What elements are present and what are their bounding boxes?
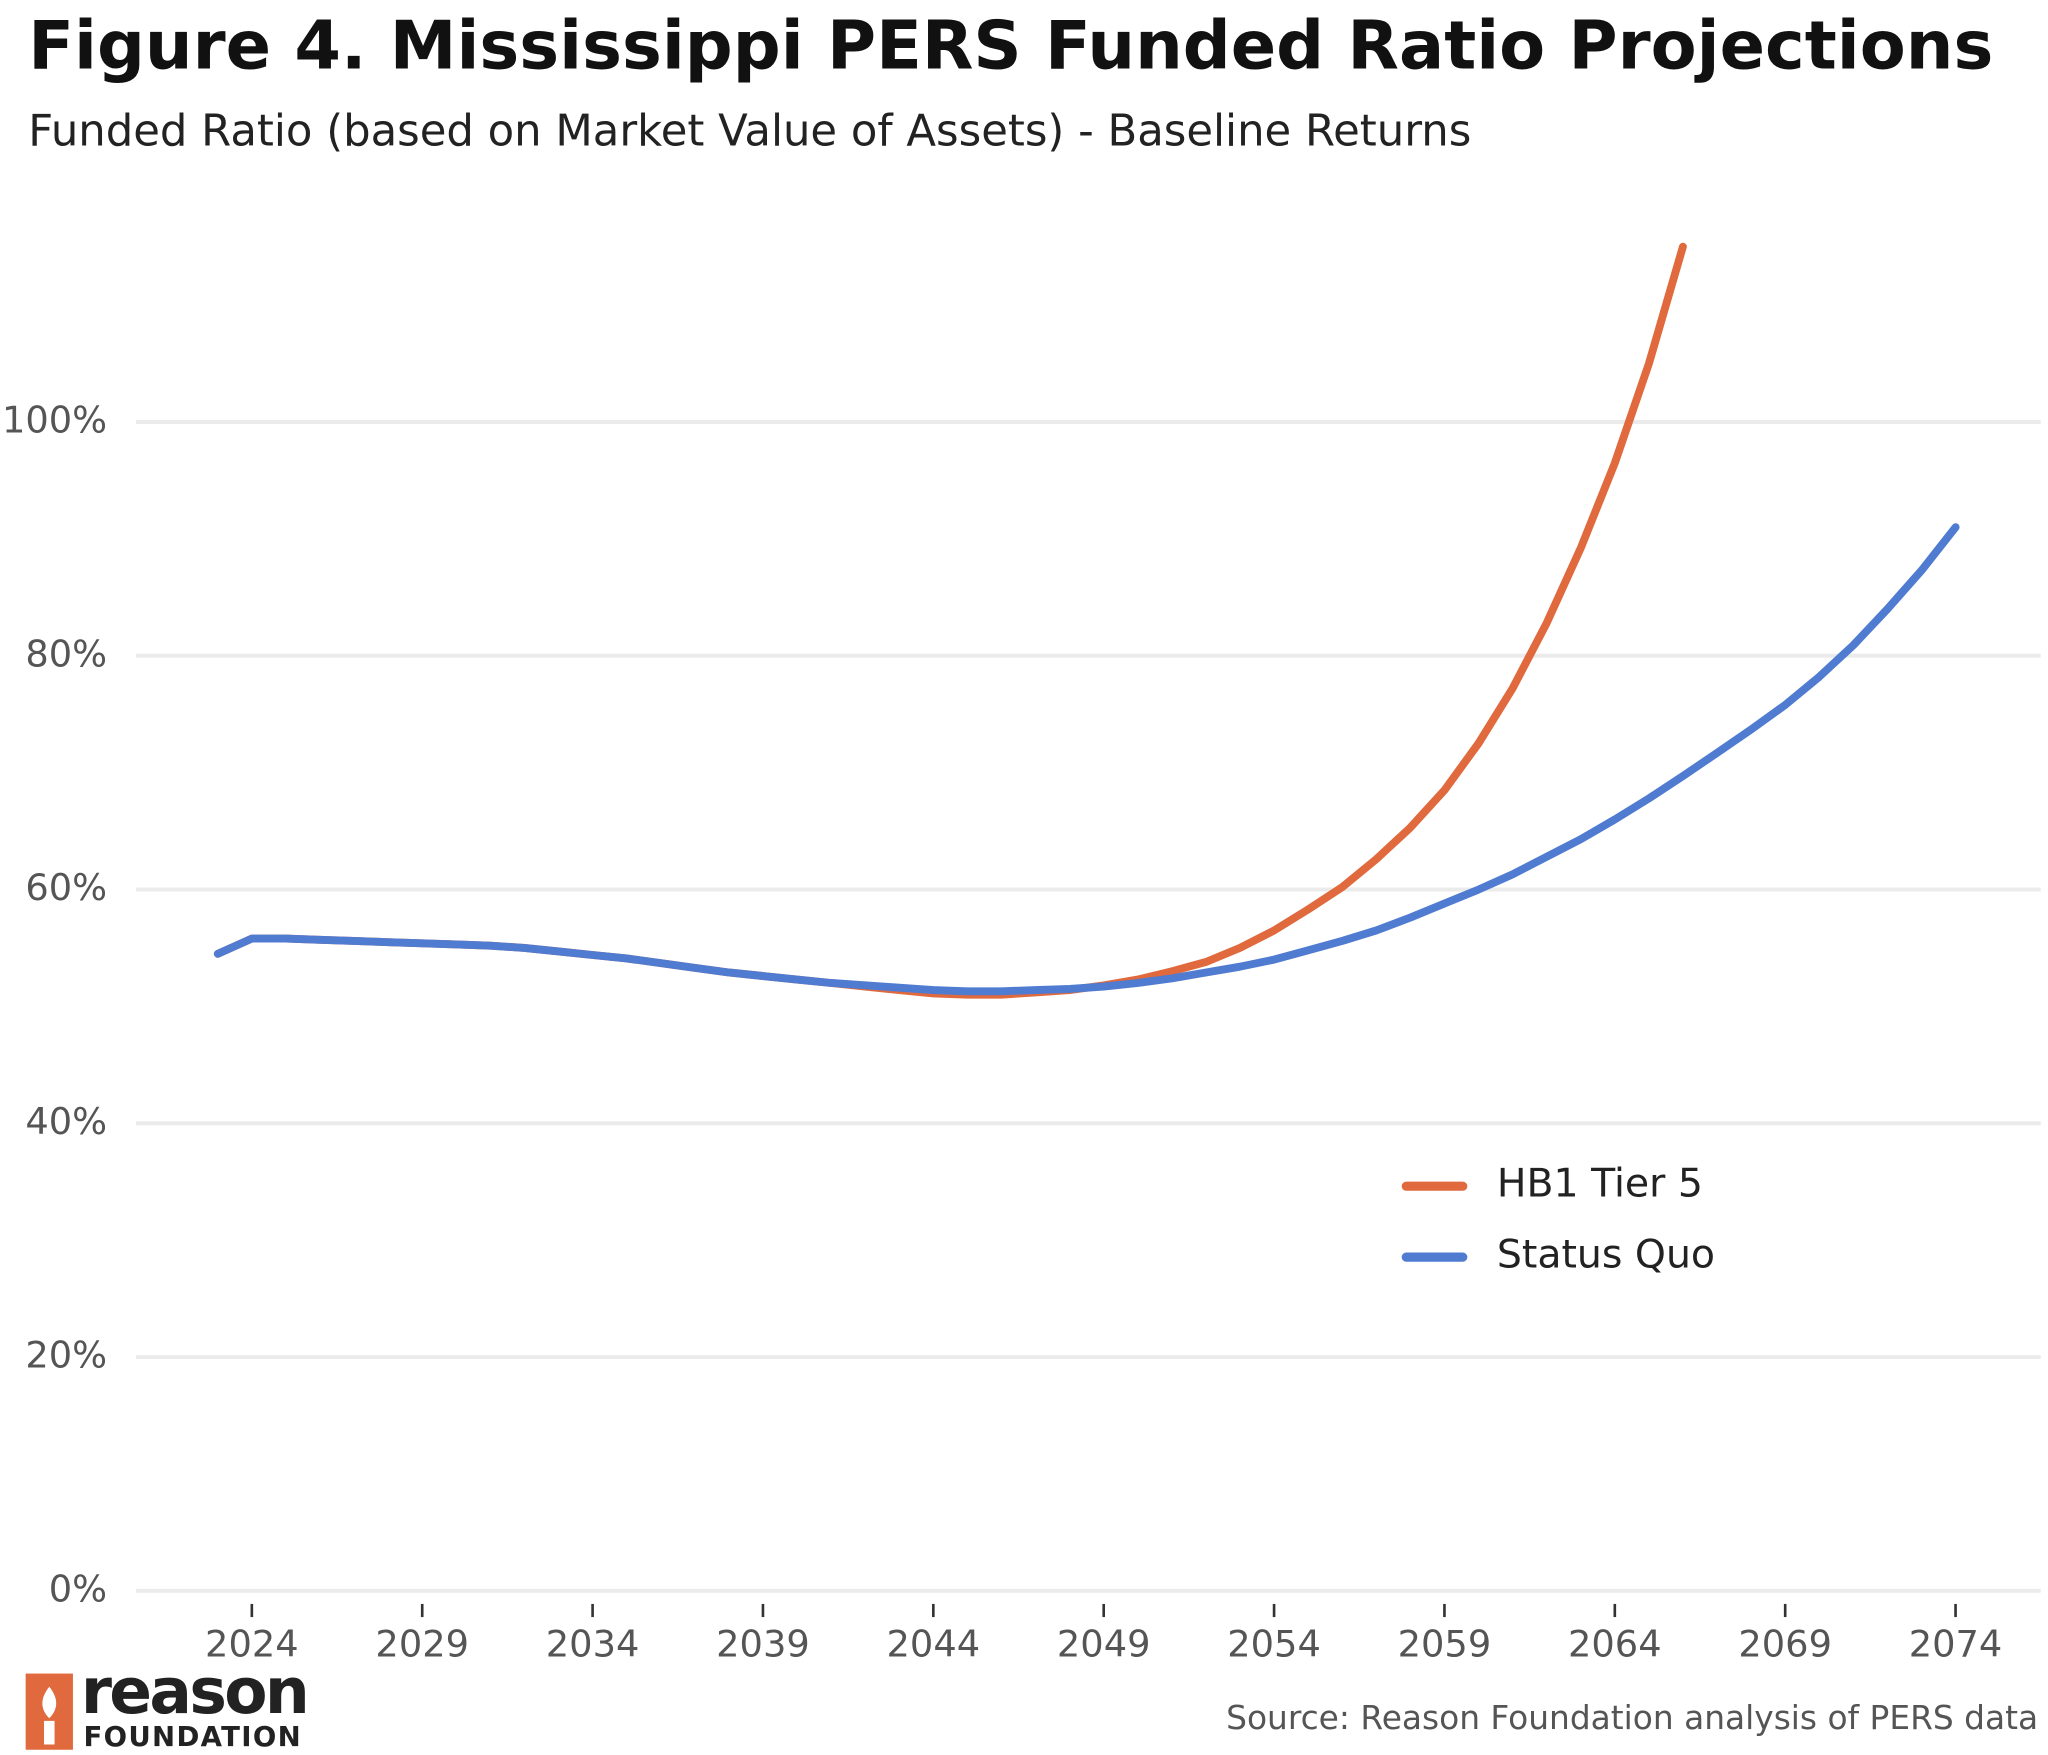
x-tick-label: 2064 bbox=[1568, 1622, 1662, 1665]
y-tick-label: 0% bbox=[49, 1567, 107, 1610]
x-tick-label: 2034 bbox=[546, 1622, 640, 1665]
logo-torch bbox=[42, 1686, 57, 1745]
y-tick-label: 60% bbox=[25, 866, 107, 909]
y-tick-label: 100% bbox=[2, 399, 107, 442]
x-tick-label: 2059 bbox=[1398, 1622, 1492, 1665]
x-tick-label: 2039 bbox=[716, 1622, 810, 1665]
x-tick-label: 2069 bbox=[1738, 1622, 1832, 1665]
y-tick-label: 40% bbox=[25, 1100, 107, 1143]
x-tick-label: 2074 bbox=[1909, 1622, 2003, 1665]
chart-title: Figure 4. Mississippi PERS Funded Ratio … bbox=[28, 6, 1993, 84]
x-tick-label: 2044 bbox=[887, 1622, 981, 1665]
series-line bbox=[213, 523, 1960, 996]
legend-label: HB1 Tier 5 bbox=[1497, 1161, 1703, 1207]
x-tick-label: 2024 bbox=[205, 1622, 299, 1665]
y-tick-label: 80% bbox=[25, 632, 107, 675]
legend-label: Status Quo bbox=[1497, 1232, 1715, 1278]
source-note: Source: Reason Foundation analysis of PE… bbox=[1226, 1699, 2038, 1737]
x-tick-label: 2054 bbox=[1227, 1622, 1321, 1665]
logo-name: reason bbox=[81, 1654, 307, 1728]
logo: reason FOUNDATION bbox=[25, 1654, 310, 1753]
y-tick-label: 20% bbox=[25, 1334, 107, 1377]
x-tick-label: 2049 bbox=[1057, 1622, 1151, 1665]
logo-tagline: FOUNDATION bbox=[83, 1720, 302, 1753]
series-line bbox=[213, 242, 1687, 999]
chart-subtitle: Funded Ratio (based on Market Value of A… bbox=[28, 106, 1471, 156]
x-tick-label: 2029 bbox=[375, 1622, 469, 1665]
